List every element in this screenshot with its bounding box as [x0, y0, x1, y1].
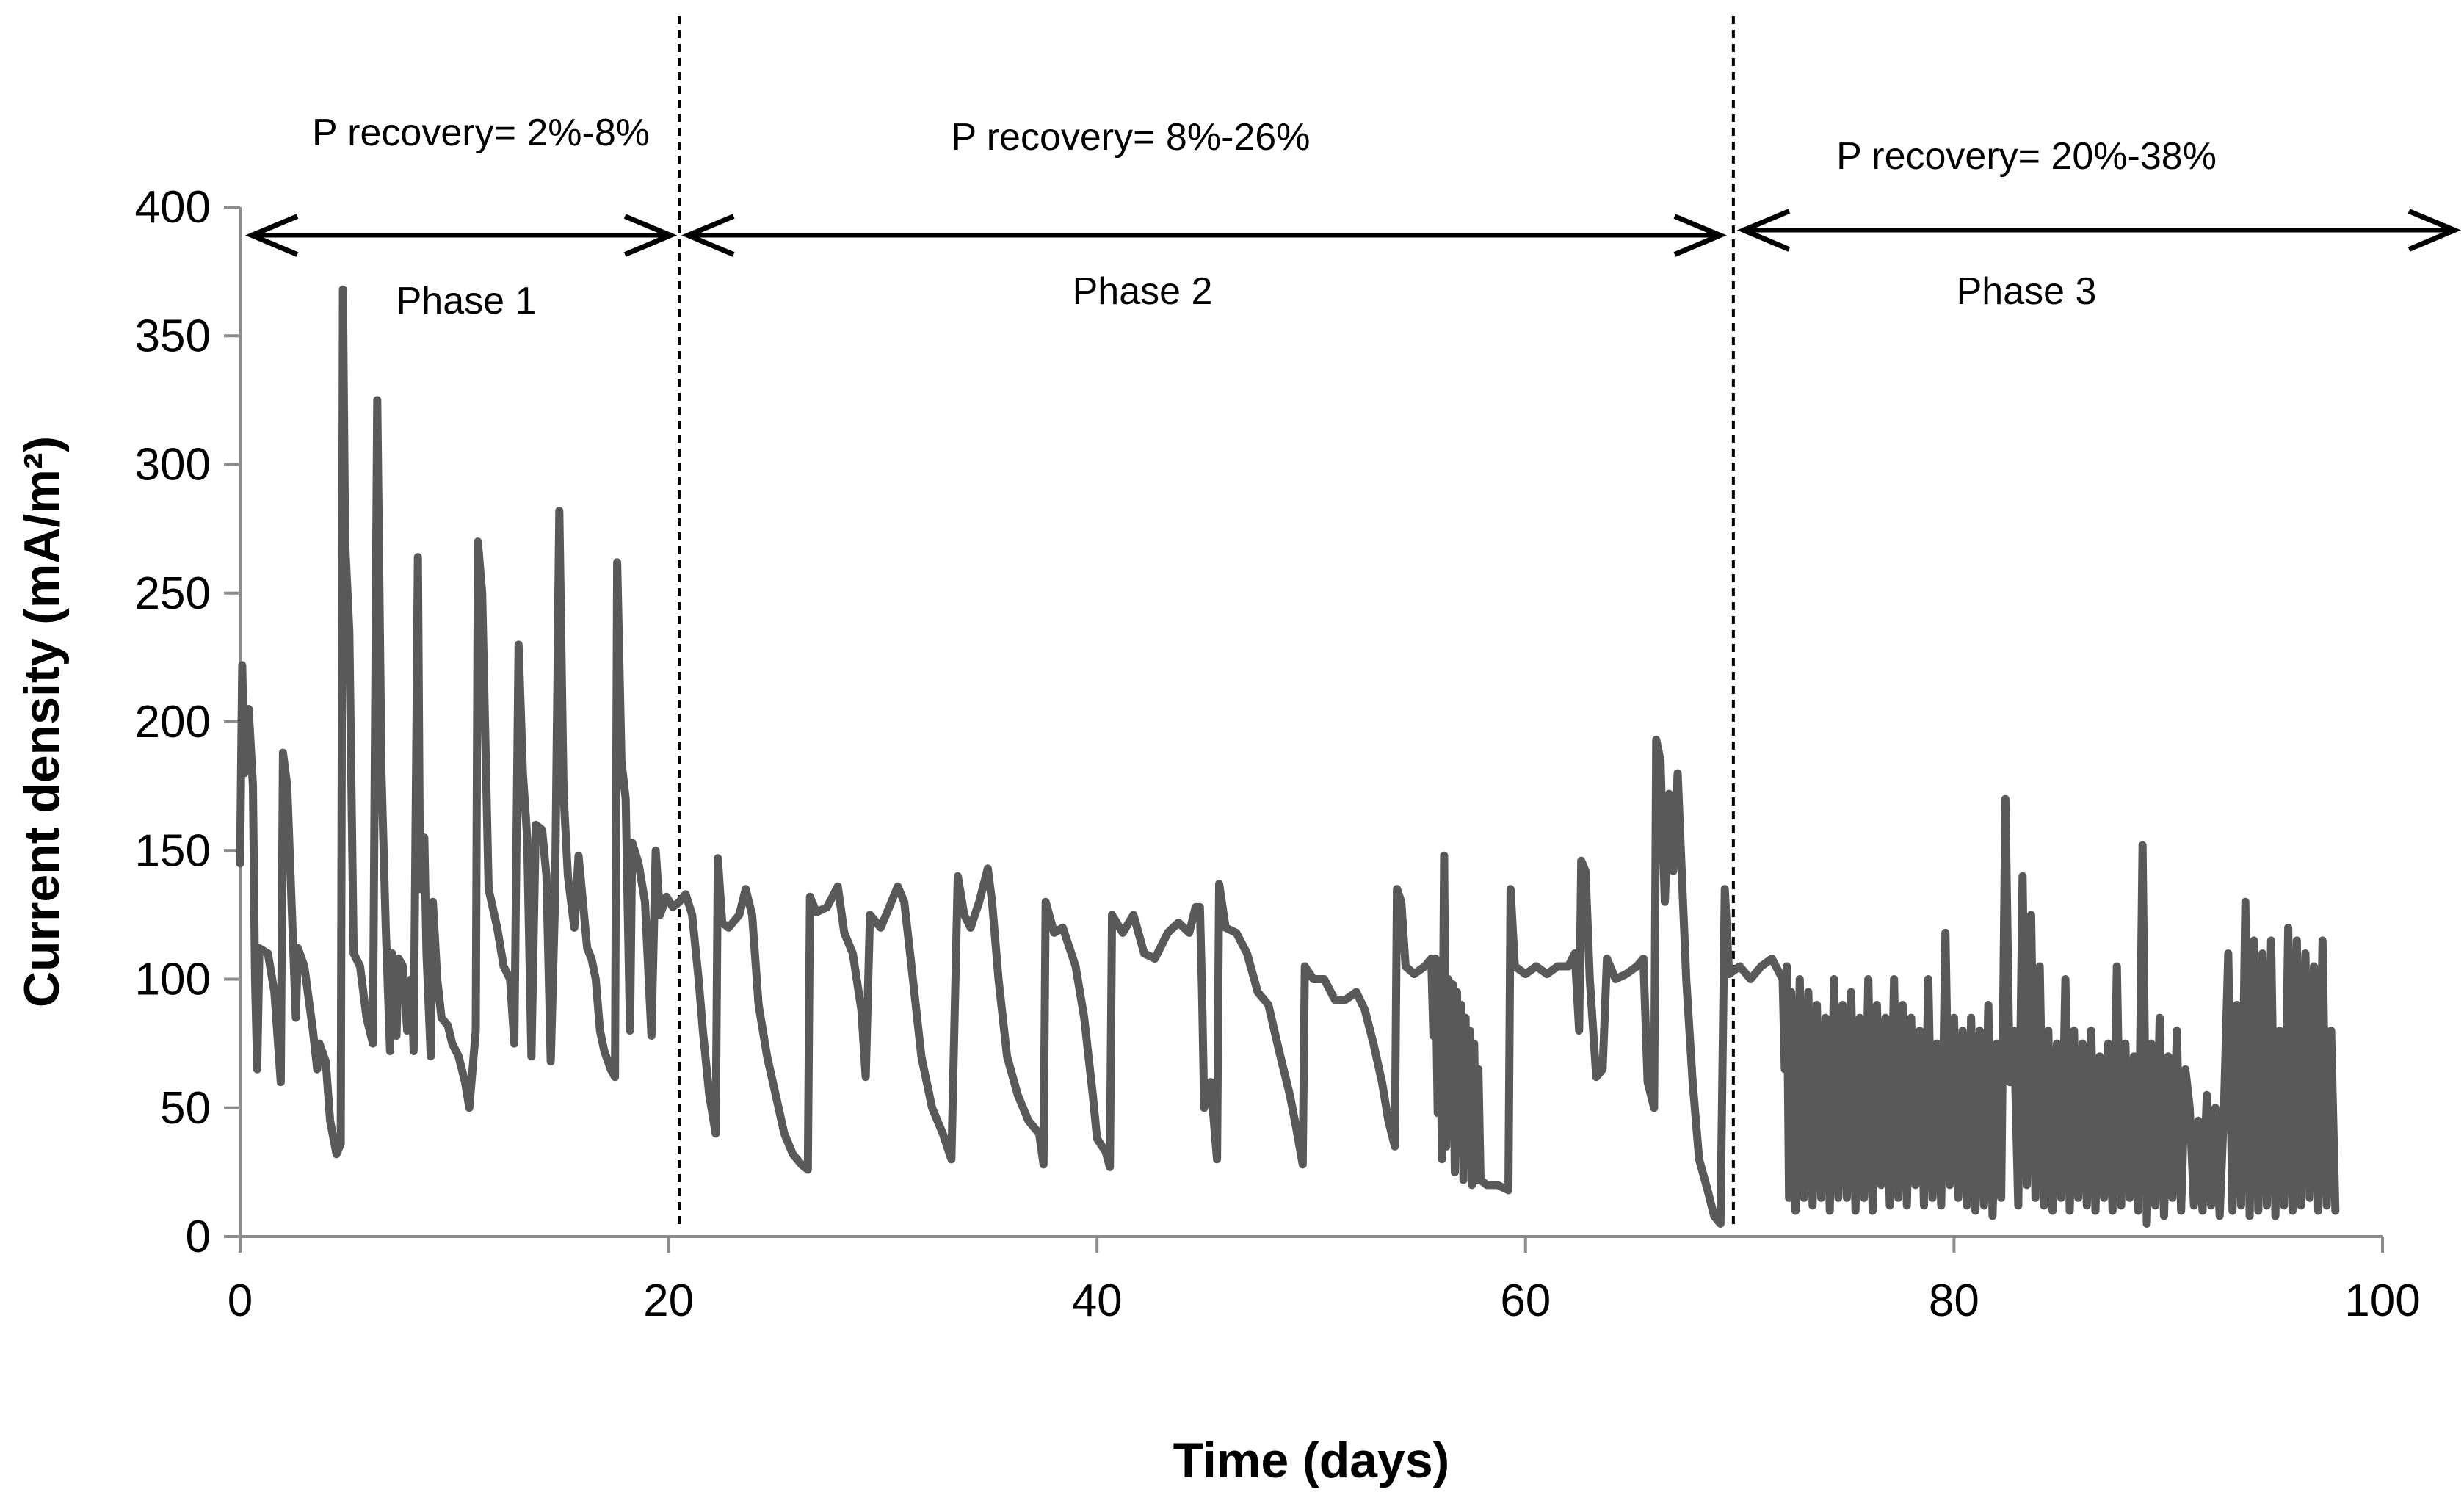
phase-arrow-head-right — [1673, 214, 1727, 257]
y-tick-label: 100 — [135, 955, 211, 1005]
phase-arrow-head-right — [623, 214, 678, 257]
phase-arrow-head-right — [2407, 209, 2462, 252]
series-line — [236, 285, 2340, 1228]
phase-2-label: Phase 2 — [1073, 270, 1213, 313]
x-axis-ticks: 0 20 40 60 80 100 — [228, 1237, 2421, 1326]
phase-boundaries — [678, 16, 1735, 1228]
y-tick-label: 400 — [135, 182, 211, 233]
y-axis-ticks: 0 50 100 150 200 250 300 350 400 — [135, 182, 240, 1262]
phase-arrow-head-left — [244, 214, 299, 257]
phase-arrows — [244, 209, 2462, 257]
y-tick-label: 350 — [135, 311, 211, 361]
x-tick-label: 20 — [643, 1275, 694, 1326]
y-tick-label: 150 — [135, 825, 211, 876]
y-tick-label: 50 — [160, 1083, 211, 1134]
x-tick-label: 40 — [1072, 1275, 1123, 1326]
y-axis-title: Current density (mA/m²) — [14, 436, 70, 1007]
phase-arrow-head-left — [681, 214, 735, 257]
x-tick-label: 80 — [1929, 1275, 1979, 1326]
phase-1-recovery-label: P recovery= 2%-8% — [312, 112, 650, 154]
phase-3-label: Phase 3 — [1957, 270, 2097, 313]
phase-1-label: Phase 1 — [396, 280, 537, 322]
y-tick-label: 250 — [135, 568, 211, 619]
y-tick-label: 0 — [186, 1212, 211, 1262]
phase-2-recovery-label: P recovery= 8%-26% — [952, 116, 1311, 159]
y-tick-label: 300 — [135, 440, 211, 490]
x-axis-title: Time (days) — [1173, 1433, 1450, 1488]
phase-arrow-head-left — [1736, 209, 1791, 252]
phase-3-recovery-label: P recovery= 20%-38% — [1836, 135, 2217, 178]
x-tick-label: 0 — [228, 1275, 253, 1326]
series-layer — [236, 285, 2340, 1228]
x-tick-label: 60 — [1500, 1275, 1551, 1326]
y-tick-label: 200 — [135, 697, 211, 747]
x-tick-label: 100 — [2344, 1275, 2420, 1326]
